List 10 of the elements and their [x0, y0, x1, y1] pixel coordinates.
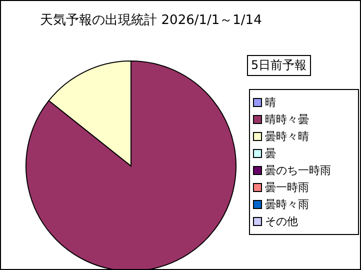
legend-label: 曇 [265, 146, 276, 161]
legend-label: 曇時々雨 [265, 197, 309, 212]
legend-label: 晴時々曇 [265, 112, 309, 127]
legend-label: 曇時々晴 [265, 129, 309, 144]
chart-title: 天気予報の出現統計 2026/1/1～1/14 [39, 12, 263, 29]
legend-label: 曇一時雨 [265, 180, 309, 195]
legend-label: 曇のち一時雨 [265, 163, 331, 178]
legend-label: その他 [265, 214, 298, 229]
legend-title: 5日前予報 [247, 55, 311, 76]
legend-label: 晴 [265, 95, 276, 110]
